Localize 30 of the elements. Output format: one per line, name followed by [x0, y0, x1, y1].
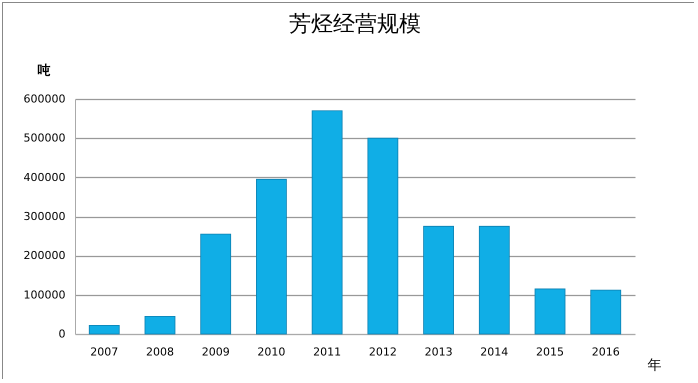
x-tick-label: 2013	[424, 346, 453, 358]
y-tick-label: 500000	[24, 132, 66, 145]
x-tick-label: 2009	[202, 346, 230, 358]
bar	[88, 324, 120, 334]
y-tick-label: 0	[58, 328, 66, 340]
bar	[478, 226, 510, 334]
bar	[367, 138, 398, 334]
y-tick-label: 100000	[24, 288, 66, 302]
bar	[200, 234, 232, 334]
y-tick-label: 200000	[24, 249, 66, 262]
bar	[423, 226, 454, 334]
y-tick-label: 400000	[24, 170, 66, 184]
x-tick-label: 2008	[146, 346, 174, 358]
x-tick-label: 2011	[313, 346, 342, 358]
bar	[312, 110, 343, 334]
x-tick-label: 2015	[536, 346, 564, 358]
bar	[534, 288, 566, 334]
x-axis-title: 年	[648, 358, 662, 374]
y-tick-label: 300000	[24, 210, 66, 223]
bar	[590, 290, 622, 334]
x-tick-label: 2014	[480, 346, 508, 358]
x-tick-label: 2007	[90, 346, 118, 358]
bar	[144, 316, 176, 334]
y-axis-title: 吨	[38, 64, 50, 78]
y-tick-label: 600000	[24, 92, 66, 106]
x-tick-label: 2012	[368, 346, 397, 358]
x-tick-label: 2010	[257, 346, 286, 358]
bar	[256, 178, 287, 334]
x-tick-label: 2016	[592, 346, 620, 358]
chart-title: 芳烃经营规模	[289, 12, 421, 37]
